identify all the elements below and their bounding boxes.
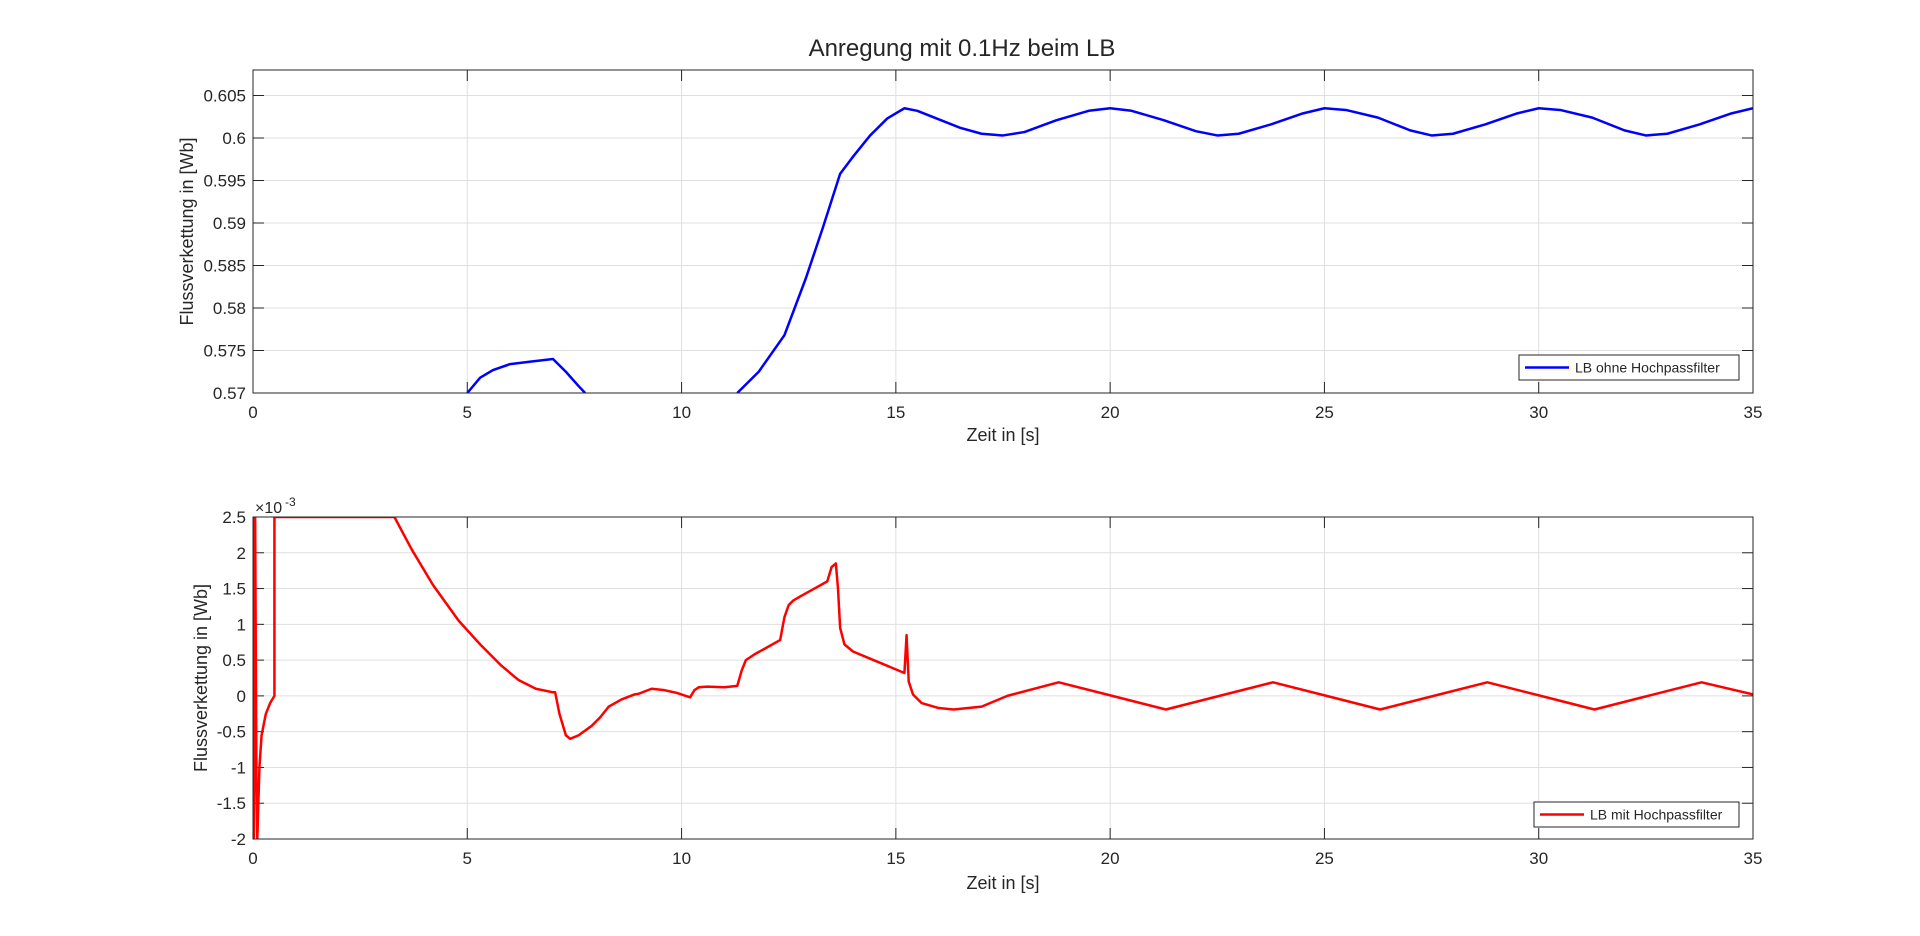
y-tick-label: 2 xyxy=(237,544,246,563)
x-tick-label: 30 xyxy=(1529,403,1548,422)
plot-area xyxy=(253,70,1753,393)
x-tick-label: 5 xyxy=(463,849,472,868)
axes-box xyxy=(252,69,1754,394)
y-tick-label: 0 xyxy=(237,687,246,706)
y-tick-label: -2 xyxy=(231,830,246,849)
legend-label: LB mit Hochpassfilter xyxy=(1590,807,1723,823)
x-tick-label: 35 xyxy=(1744,403,1763,422)
y-tick-label: 1 xyxy=(237,615,246,634)
x-tick-label: 0 xyxy=(248,849,257,868)
x-tick-label: 0 xyxy=(248,403,257,422)
x-tick-label: 20 xyxy=(1101,849,1120,868)
x-tick-label: 15 xyxy=(886,403,905,422)
plot-area xyxy=(253,517,1753,839)
y-tick-label: 2.5 xyxy=(222,508,246,527)
y-tick-label: 0.575 xyxy=(203,342,246,361)
x-tick-label: 25 xyxy=(1315,849,1334,868)
y-tick-label: 0.5 xyxy=(222,651,246,670)
y-exponent-label: ×10 xyxy=(255,500,282,517)
y-axis-label: Flussverkettung in [Wb] xyxy=(177,137,197,325)
y-tick-label: 0.585 xyxy=(203,257,246,276)
y-tick-label: -1 xyxy=(231,758,246,777)
y-tick-label: -1.5 xyxy=(217,794,246,813)
y-tick-label: 0.57 xyxy=(213,384,246,403)
series-line xyxy=(466,357,587,393)
series-line xyxy=(253,517,1753,839)
y-tick-label: 0.58 xyxy=(213,299,246,318)
x-axis-label: Zeit in [s] xyxy=(966,425,1039,445)
y-tick-label: 0.59 xyxy=(213,214,246,233)
legend-label: LB ohne Hochpassfilter xyxy=(1575,360,1720,376)
x-tick-label: 20 xyxy=(1101,403,1120,422)
top-axes: 0 5 10 15 20 25 30 35 0.57 0.575 0.58 0.585 0.59 0.59… xyxy=(177,69,1763,445)
y-exponent-value: -3 xyxy=(285,495,296,509)
x-axis-label: Zeit in [s] xyxy=(966,873,1039,893)
axes-box xyxy=(252,516,1754,840)
x-tick-label: 10 xyxy=(672,403,691,422)
y-tick-label: 0.595 xyxy=(203,172,246,191)
x-tick-label: 5 xyxy=(463,403,472,422)
y-tick-label: 1.5 xyxy=(222,580,246,599)
x-tick-label: 15 xyxy=(886,849,905,868)
y-tick-label: 0.6 xyxy=(222,129,246,148)
x-tick-label: 35 xyxy=(1744,849,1763,868)
x-tick-label: 30 xyxy=(1529,849,1548,868)
figure-title: Anregung mit 0.1Hz beim LB xyxy=(809,35,1116,62)
series-line xyxy=(736,107,1753,393)
x-tick-label: 25 xyxy=(1315,403,1334,422)
y-axis-label: Flussverkettung in [Wb] xyxy=(191,584,211,772)
bottom-axes: 0 5 10 15 20 25 30 35 -2 -1.5 -1 -0.5 0 0.5 1 1.5 2 2.5 Ze… xyxy=(191,495,1762,893)
x-tick-label: 10 xyxy=(672,849,691,868)
y-tick-label: -0.5 xyxy=(217,723,246,742)
legend-box xyxy=(1533,801,1740,828)
y-tick-label: 0.605 xyxy=(203,87,246,106)
